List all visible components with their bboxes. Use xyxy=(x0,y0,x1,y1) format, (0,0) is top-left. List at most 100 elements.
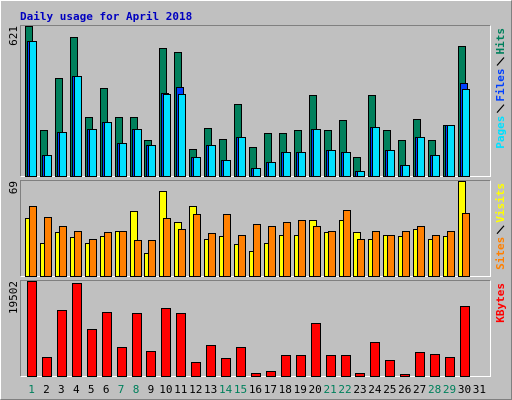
bar xyxy=(430,354,440,377)
bar xyxy=(253,168,261,177)
bar xyxy=(355,373,365,377)
bar xyxy=(132,313,142,377)
bar xyxy=(311,323,321,377)
bar xyxy=(148,145,156,177)
bar xyxy=(445,357,455,377)
x-tick-label: 20 xyxy=(309,383,322,396)
x-tick-label: 19 xyxy=(294,383,307,396)
bar xyxy=(134,240,142,277)
legend-entry: KBytes xyxy=(494,283,507,323)
bar xyxy=(432,235,440,277)
x-tick-label: 9 xyxy=(148,383,155,396)
x-tick-label: 25 xyxy=(383,383,396,396)
bar xyxy=(44,217,52,277)
bar xyxy=(117,347,127,377)
x-tick-label: 17 xyxy=(264,383,277,396)
bar xyxy=(42,357,52,377)
bar xyxy=(417,137,425,177)
bar xyxy=(283,152,291,177)
bar xyxy=(193,214,201,277)
bar xyxy=(298,152,306,177)
legend-separator xyxy=(496,225,505,235)
bar xyxy=(208,145,216,177)
bar xyxy=(89,239,97,277)
x-tick-label: 10 xyxy=(159,383,172,396)
x-tick-label: 21 xyxy=(323,383,336,396)
bar xyxy=(283,222,291,277)
chart-title: Daily usage for April 2018 xyxy=(20,10,192,23)
bar xyxy=(178,94,186,177)
legend-entry: Hits xyxy=(494,28,507,55)
bar xyxy=(400,374,410,377)
bar xyxy=(268,226,276,277)
bar xyxy=(238,137,246,177)
legend-entry: Files xyxy=(494,69,507,102)
x-tick-label: 27 xyxy=(413,383,426,396)
bar xyxy=(223,214,231,277)
bar xyxy=(432,155,440,177)
x-tick-label: 15 xyxy=(234,383,247,396)
bar xyxy=(357,171,365,177)
x-tick-label: 22 xyxy=(338,383,351,396)
bar xyxy=(357,239,365,277)
bar xyxy=(372,231,380,277)
x-tick-label: 24 xyxy=(368,383,382,396)
bar xyxy=(387,150,395,177)
x-tick-label: 8 xyxy=(133,383,140,396)
x-tick-label: 1 xyxy=(28,383,35,396)
bar xyxy=(44,155,52,177)
bar xyxy=(328,150,336,177)
bar xyxy=(59,132,67,177)
bar xyxy=(281,355,291,377)
bar xyxy=(415,352,425,377)
x-tick-label: 3 xyxy=(58,383,65,396)
bar xyxy=(447,125,455,177)
bar xyxy=(221,358,231,377)
bar xyxy=(460,306,470,377)
bar xyxy=(89,129,97,177)
bar xyxy=(191,362,201,377)
legend-entry: Pages xyxy=(494,116,507,149)
x-tick-label: 28 xyxy=(428,383,441,396)
bar xyxy=(447,231,455,277)
bar xyxy=(417,226,425,277)
bar xyxy=(236,347,246,377)
bar xyxy=(343,210,351,277)
bar xyxy=(208,233,216,277)
x-tick-label: 18 xyxy=(279,383,292,396)
bar xyxy=(161,308,171,377)
bar xyxy=(176,313,186,377)
bar xyxy=(57,310,67,377)
bar xyxy=(238,235,246,277)
bar xyxy=(387,235,395,277)
bar xyxy=(402,231,410,277)
bar xyxy=(102,312,112,377)
bar xyxy=(251,373,261,377)
bar xyxy=(178,229,186,277)
bar xyxy=(59,226,67,277)
bar xyxy=(296,355,306,377)
y-tick-label: 19502 xyxy=(7,281,20,314)
bar xyxy=(87,329,97,377)
bar xyxy=(313,226,321,277)
legend-entry: Sites xyxy=(494,237,507,270)
legend-entry: Visits xyxy=(494,183,507,223)
bar xyxy=(370,342,380,377)
bar xyxy=(148,240,156,277)
bar xyxy=(163,94,171,177)
bar xyxy=(104,232,112,277)
bar xyxy=(462,89,470,177)
bar xyxy=(29,206,37,277)
x-tick-label: 4 xyxy=(73,383,80,396)
panel-frame xyxy=(20,280,491,377)
y-tick-label: 621 xyxy=(7,26,20,46)
x-tick-label: 13 xyxy=(204,383,217,396)
x-tick-label: 2 xyxy=(43,383,50,396)
bar xyxy=(29,41,37,177)
panel-frame xyxy=(20,180,491,277)
x-tick-label: 26 xyxy=(398,383,411,396)
x-tick-label: 23 xyxy=(353,383,366,396)
bar xyxy=(328,231,336,277)
